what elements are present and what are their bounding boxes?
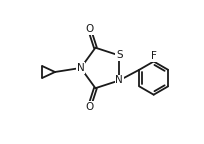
Text: N: N: [77, 63, 85, 73]
Text: O: O: [85, 24, 93, 34]
Text: S: S: [116, 50, 123, 60]
Text: F: F: [151, 51, 157, 61]
Text: N: N: [115, 75, 123, 85]
Text: O: O: [85, 102, 93, 112]
